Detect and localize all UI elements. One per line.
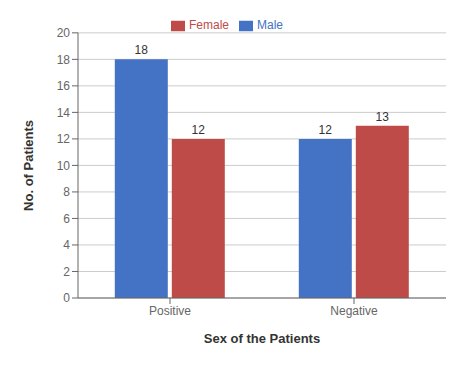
svg-text:12: 12 [192,123,206,137]
svg-text:2: 2 [63,265,70,279]
svg-text:No. of Patients: No. of Patients [21,120,36,211]
svg-text:12: 12 [57,132,71,146]
html-text:Male: Male [257,18,283,32]
svg-text:18: 18 [135,43,149,57]
svg-text:4: 4 [63,238,70,252]
svg-text:8: 8 [63,185,70,199]
svg-text:Sex of the Patients: Sex of the Patients [204,331,320,346]
svg-text:12: 12 [319,123,333,137]
svg-text:Negative: Negative [330,304,378,318]
svg-text:13: 13 [376,110,390,124]
svg-text:Positive: Positive [149,304,191,318]
svg-text:18: 18 [57,53,71,67]
svg-text:16: 16 [57,79,71,93]
html-text:Female: Female [189,18,229,32]
svg-text:6: 6 [63,212,70,226]
svg-text:0: 0 [63,291,70,305]
svg-text:10: 10 [57,159,71,173]
svg-text:14: 14 [57,106,71,120]
svg-text:20: 20 [57,26,71,40]
